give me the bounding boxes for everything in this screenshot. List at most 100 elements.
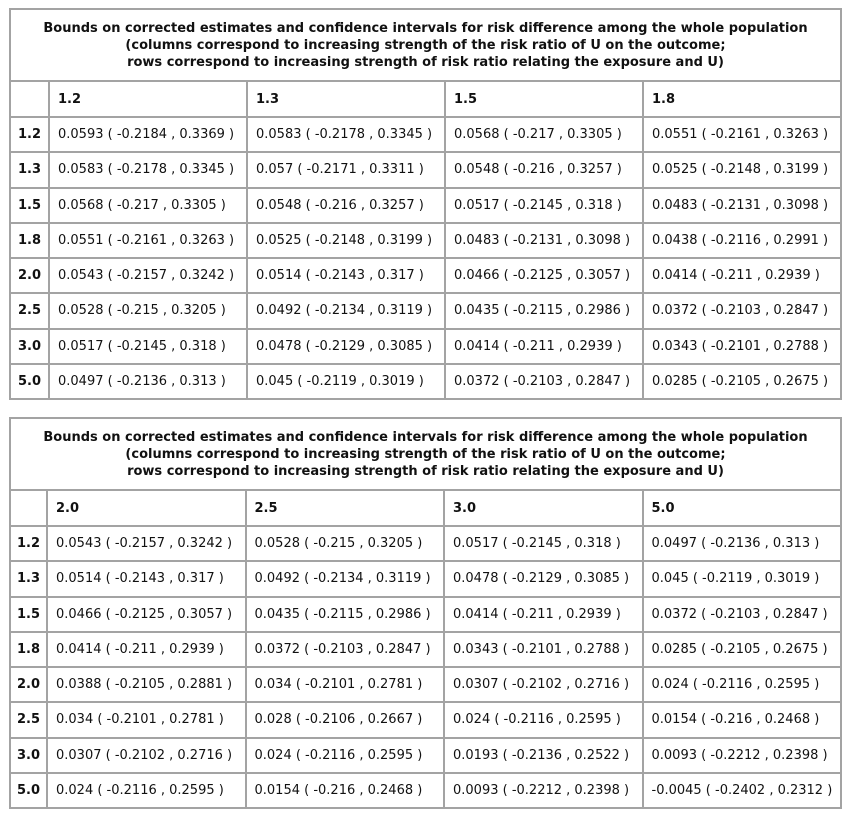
- row-header: 1.3: [9, 560, 48, 598]
- cell: 0.0414 ( -0.211 , 0.2939 ): [46, 630, 247, 669]
- cell: 0.0285 ( -0.2105 , 0.2675 ): [642, 362, 842, 401]
- column-header: 3.0: [443, 489, 644, 527]
- column-header: 1.8: [642, 80, 842, 118]
- cell: 0.024 ( -0.2116 , 0.2595 ): [46, 771, 247, 810]
- cell: -0.0045 ( -0.2402 , 0.2312 ): [641, 771, 842, 810]
- column-header: 5.0: [641, 489, 842, 527]
- cell: 0.0514 ( -0.2143 , 0.317 ): [246, 256, 446, 295]
- cell: 0.0193 ( -0.2136 , 0.2522 ): [443, 736, 644, 774]
- row-header: 1.5: [9, 595, 48, 633]
- data-row: 5.0 0.0497 ( -0.2136 , 0.313 ) 0.045 ( -0.…: [9, 362, 842, 401]
- cell: 0.034 ( -0.2101 , 0.2781 ): [46, 701, 247, 739]
- cell: 0.0414 ( -0.211 , 0.2939 ): [444, 327, 644, 365]
- data-row: 2.0 0.0388 ( -0.2105 , 0.2881 ) 0.034 ( -0…: [9, 665, 842, 704]
- header-row: 2.0 2.5 3.0 5.0: [9, 489, 842, 527]
- data-row: 2.5 0.034 ( -0.2101 , 0.2781 ) 0.028 ( -0.…: [9, 701, 842, 739]
- data-row: 1.8 0.0551 ( -0.2161 , 0.3263 ) 0.0525 ( -…: [9, 221, 842, 260]
- row-header: 1.2: [9, 115, 50, 154]
- cell: 0.024 ( -0.2116 , 0.2595 ): [443, 701, 644, 739]
- cell: 0.0543 ( -0.2157 , 0.3242 ): [48, 256, 248, 295]
- column-header: 1.2: [48, 80, 248, 118]
- cell: 0.0466 ( -0.2125 , 0.3057 ): [46, 595, 247, 633]
- cell: 0.0593 ( -0.2184 , 0.3369 ): [48, 115, 248, 154]
- cell: 0.0525 ( -0.2148 , 0.3199 ): [246, 221, 446, 260]
- cell: 0.0154 ( -0.216 , 0.2468 ): [244, 771, 445, 810]
- cell: 0.0438 ( -0.2116 , 0.2991 ): [642, 221, 842, 260]
- title-row: Bounds on corrected estimates and confid…: [9, 417, 842, 491]
- data-row: 1.8 0.0414 ( -0.211 , 0.2939 ) 0.0372 ( -0…: [9, 630, 842, 669]
- table-title: Bounds on corrected estimates and confid…: [9, 8, 842, 82]
- cell: 0.024 ( -0.2116 , 0.2595 ): [244, 736, 445, 774]
- column-header: 1.3: [246, 80, 446, 118]
- cell: 0.0497 ( -0.2136 , 0.313 ): [641, 524, 842, 563]
- cell: 0.0548 ( -0.216 , 0.3257 ): [444, 151, 644, 189]
- cell: 0.0478 ( -0.2129 , 0.3085 ): [246, 327, 446, 365]
- cell: 0.0388 ( -0.2105 , 0.2881 ): [46, 665, 247, 704]
- title-line: (columns correspond to increasing streng…: [125, 446, 726, 462]
- cell: 0.0568 ( -0.217 , 0.3305 ): [48, 186, 248, 224]
- cell: 0.0483 ( -0.2131 , 0.3098 ): [444, 221, 644, 260]
- data-row: 5.0 0.024 ( -0.2116 , 0.2595 ) 0.0154 ( -0…: [9, 771, 842, 810]
- cell: 0.0568 ( -0.217 , 0.3305 ): [444, 115, 644, 154]
- title-line: rows correspond to increasing strength o…: [127, 463, 724, 479]
- cell: 0.0285 ( -0.2105 , 0.2675 ): [641, 630, 842, 669]
- cell: 0.0497 ( -0.2136 , 0.313 ): [48, 362, 248, 401]
- cell: 0.028 ( -0.2106 , 0.2667 ): [244, 701, 445, 739]
- row-header: 2.0: [9, 256, 50, 295]
- data-row: 2.5 0.0528 ( -0.215 , 0.3205 ) 0.0492 ( -0…: [9, 292, 842, 330]
- data-table: Bounds on corrected estimates and confid…: [9, 8, 842, 401]
- cell: 0.0154 ( -0.216 , 0.2468 ): [641, 701, 842, 739]
- column-header: 2.5: [244, 489, 445, 527]
- cell: 0.0492 ( -0.2134 , 0.3119 ): [244, 560, 445, 598]
- cell: 0.0483 ( -0.2131 , 0.3098 ): [642, 186, 842, 224]
- corner-cell: [9, 489, 48, 527]
- cell: 0.0414 ( -0.211 , 0.2939 ): [443, 595, 644, 633]
- data-table: Bounds on corrected estimates and confid…: [9, 417, 842, 810]
- cell: 0.0548 ( -0.216 , 0.3257 ): [246, 186, 446, 224]
- cell: 0.0543 ( -0.2157 , 0.3242 ): [46, 524, 247, 563]
- cell: 0.0372 ( -0.2103 , 0.2847 ): [641, 595, 842, 633]
- row-header: 2.0: [9, 665, 48, 704]
- cell: 0.0372 ( -0.2103 , 0.2847 ): [244, 630, 445, 669]
- cell: 0.0343 ( -0.2101 , 0.2788 ): [642, 327, 842, 365]
- title-line: (columns correspond to increasing streng…: [125, 37, 726, 53]
- data-row: 1.3 0.0514 ( -0.2143 , 0.317 ) 0.0492 ( -0…: [9, 560, 842, 598]
- cell: 0.0583 ( -0.2178 , 0.3345 ): [48, 151, 248, 189]
- cell: 0.0517 ( -0.2145 , 0.318 ): [48, 327, 248, 365]
- data-row: 1.3 0.0583 ( -0.2178 , 0.3345 ) 0.057 ( -0…: [9, 151, 842, 189]
- cell: 0.034 ( -0.2101 , 0.2781 ): [244, 665, 445, 704]
- cell: 0.0435 ( -0.2115 , 0.2986 ): [444, 292, 644, 330]
- data-row: 1.5 0.0568 ( -0.217 , 0.3305 ) 0.0548 ( -0…: [9, 186, 842, 224]
- cell: 0.0478 ( -0.2129 , 0.3085 ): [443, 560, 644, 598]
- cell: 0.024 ( -0.2116 , 0.2595 ): [641, 665, 842, 704]
- cell: 0.0343 ( -0.2101 , 0.2788 ): [443, 630, 644, 669]
- row-header: 3.0: [9, 327, 50, 365]
- title-line: Bounds on corrected estimates and confid…: [43, 429, 808, 445]
- cell: 0.0528 ( -0.215 , 0.3205 ): [244, 524, 445, 563]
- row-header: 5.0: [9, 771, 48, 810]
- title-row: Bounds on corrected estimates and confid…: [9, 8, 842, 82]
- cell: 0.0372 ( -0.2103 , 0.2847 ): [444, 362, 644, 401]
- data-row: 1.5 0.0466 ( -0.2125 , 0.3057 ) 0.0435 ( -…: [9, 595, 842, 633]
- row-header: 1.3: [9, 151, 50, 189]
- cell: 0.0372 ( -0.2103 , 0.2847 ): [642, 292, 842, 330]
- row-header: 2.5: [9, 701, 48, 739]
- corner-cell: [9, 80, 50, 118]
- cell: 0.0466 ( -0.2125 , 0.3057 ): [444, 256, 644, 295]
- row-header: 1.2: [9, 524, 48, 563]
- table-title: Bounds on corrected estimates and confid…: [9, 417, 842, 491]
- row-header: 3.0: [9, 736, 48, 774]
- data-row: 1.2 0.0543 ( -0.2157 , 0.3242 ) 0.0528 ( -…: [9, 524, 842, 563]
- cell: 0.0414 ( -0.211 , 0.2939 ): [642, 256, 842, 295]
- cell: 0.0583 ( -0.2178 , 0.3345 ): [246, 115, 446, 154]
- cell: 0.0528 ( -0.215 , 0.3205 ): [48, 292, 248, 330]
- header-row: 1.2 1.3 1.5 1.8: [9, 80, 842, 118]
- cell: 0.0492 ( -0.2134 , 0.3119 ): [246, 292, 446, 330]
- row-header: 5.0: [9, 362, 50, 401]
- cell: 0.0307 ( -0.2102 , 0.2716 ): [46, 736, 247, 774]
- row-header: 1.8: [9, 630, 48, 669]
- cell: 0.045 ( -0.2119 , 0.3019 ): [641, 560, 842, 598]
- cell: 0.0551 ( -0.2161 , 0.3263 ): [642, 115, 842, 154]
- data-row: 3.0 0.0307 ( -0.2102 , 0.2716 ) 0.024 ( -0…: [9, 736, 842, 774]
